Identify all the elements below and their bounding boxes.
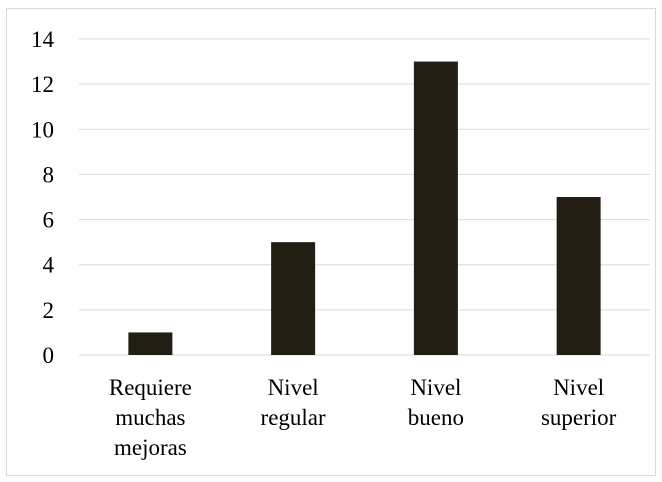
y-tick-label: 4	[43, 253, 55, 278]
y-tick-label: 8	[43, 162, 55, 187]
bar	[271, 242, 316, 355]
chart-frame	[6, 8, 656, 476]
x-category-label: superior	[541, 405, 617, 430]
y-tick-label: 2	[43, 298, 55, 323]
y-tick-label: 14	[31, 27, 55, 52]
x-category-label: mejoras	[114, 435, 187, 460]
y-tick-label: 6	[43, 208, 55, 233]
x-category-label: Nivel	[410, 375, 461, 400]
y-tick-label: 12	[31, 72, 54, 97]
x-category-label: muchas	[115, 405, 185, 430]
x-category-label: Nivel	[268, 375, 319, 400]
bar	[556, 197, 601, 355]
y-tick-label: 0	[43, 343, 55, 368]
x-category-label: bueno	[408, 405, 464, 430]
x-category-label: regular	[261, 405, 326, 430]
bar	[128, 332, 173, 355]
x-category-label: Nivel	[553, 375, 604, 400]
y-tick-label: 10	[31, 117, 54, 142]
x-category-label: Requiere	[109, 375, 192, 400]
bar	[413, 61, 458, 355]
